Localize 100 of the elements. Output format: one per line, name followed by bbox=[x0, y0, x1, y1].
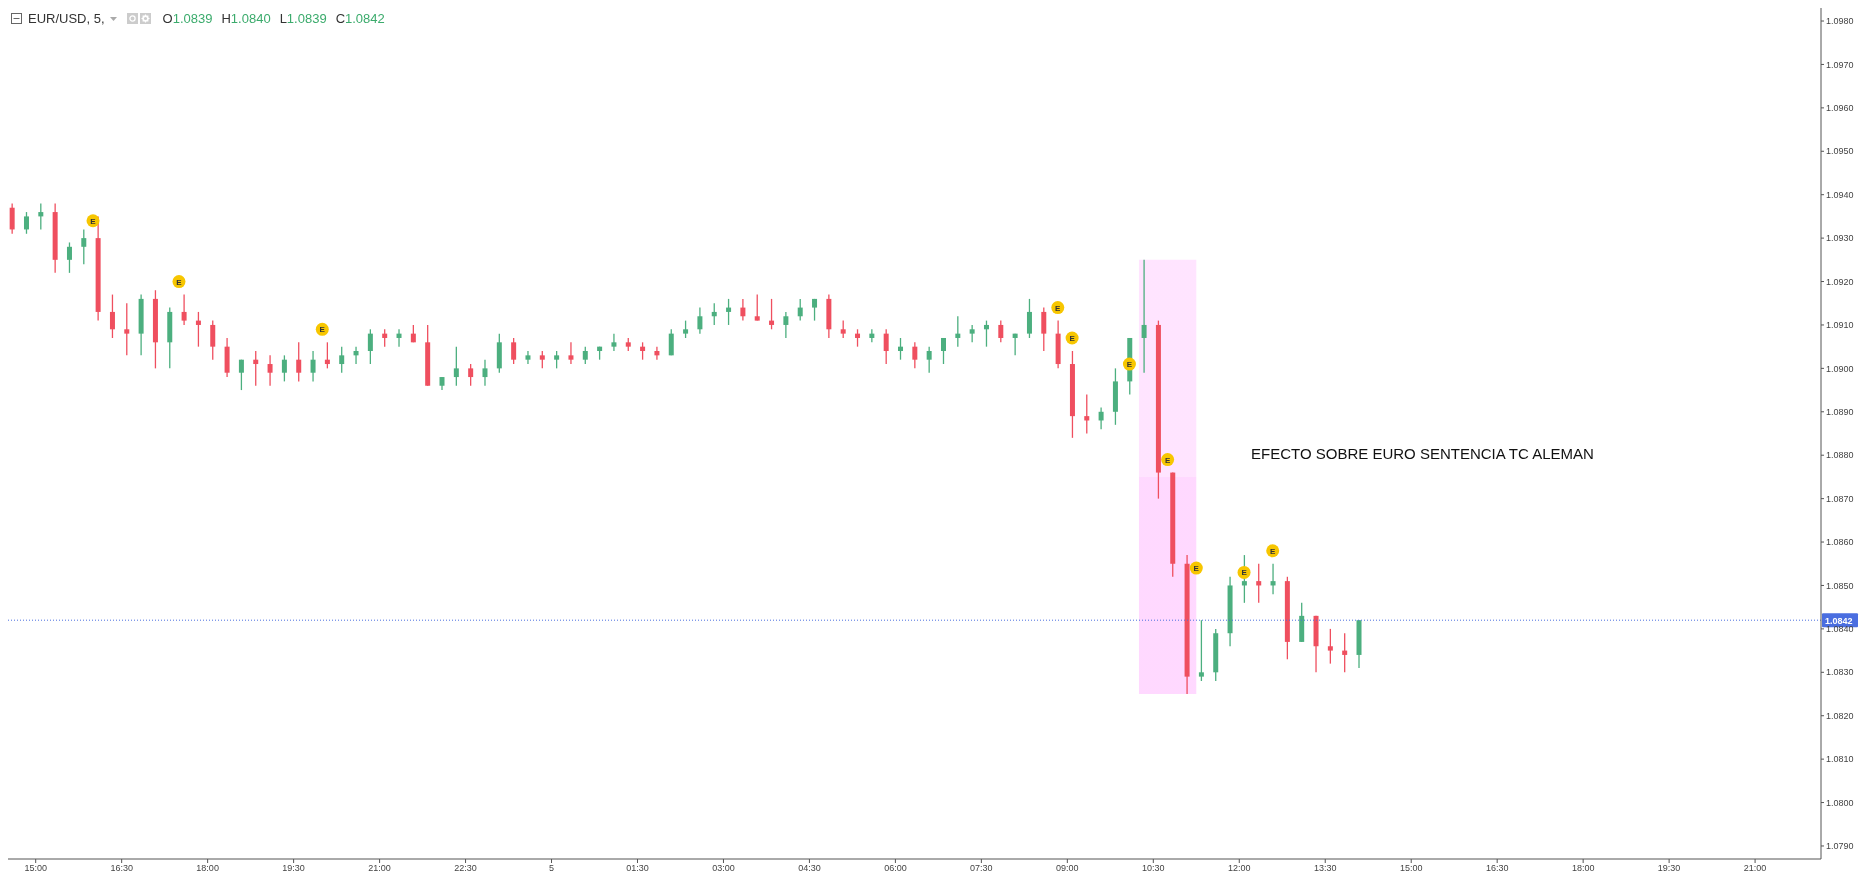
candlestick bbox=[109, 293, 115, 339]
annotation: E bbox=[1193, 564, 1200, 574]
annotation: E bbox=[1055, 303, 1062, 313]
candlestick bbox=[1026, 298, 1032, 339]
candlestick bbox=[38, 202, 44, 231]
x-tick-label: 16:30 bbox=[1485, 863, 1509, 874]
y-tick-label: 1.0930 bbox=[1826, 233, 1854, 244]
x-tick-label: 15:00 bbox=[24, 863, 47, 874]
candlestick bbox=[296, 341, 302, 383]
x-tick-label: 04:30 bbox=[798, 863, 821, 874]
candlestick bbox=[1084, 393, 1090, 435]
candlestick bbox=[324, 341, 330, 370]
candlestick bbox=[1256, 563, 1262, 604]
candlestick bbox=[969, 324, 975, 343]
candlestick bbox=[726, 298, 732, 326]
candlestick bbox=[81, 228, 87, 265]
candlestick bbox=[367, 328, 373, 365]
annotation: E bbox=[319, 325, 326, 335]
candlestick bbox=[23, 211, 29, 235]
x-tick-label: 12:00 bbox=[1228, 863, 1251, 874]
candlestick bbox=[1041, 306, 1047, 352]
annotation: E bbox=[1164, 455, 1171, 465]
candlestick bbox=[482, 359, 488, 387]
candlestick bbox=[525, 350, 531, 365]
y-tick-label: 1.0910 bbox=[1826, 320, 1854, 331]
x-tick-label: 19:30 bbox=[1657, 863, 1681, 874]
candlestick bbox=[66, 241, 72, 274]
y-tick-label: 1.0800 bbox=[1826, 797, 1854, 808]
x-tick-label: 07:30 bbox=[970, 863, 993, 874]
candlestick bbox=[797, 298, 803, 322]
candlestick bbox=[253, 350, 259, 387]
candlestick bbox=[181, 293, 187, 326]
x-tick-label: 13:30 bbox=[1313, 863, 1337, 874]
x-tick-label: 06:00 bbox=[884, 863, 907, 874]
annotation: E bbox=[1069, 333, 1076, 343]
candlestick bbox=[238, 359, 244, 391]
ref-line-label: 1.0842 bbox=[1825, 615, 1853, 626]
annotation: E bbox=[1241, 568, 1248, 578]
x-tick-label: 19:30 bbox=[282, 863, 305, 874]
candlestick bbox=[511, 337, 517, 365]
candlestick bbox=[1198, 619, 1204, 682]
candlestick bbox=[1270, 563, 1276, 595]
candlestick bbox=[353, 346, 359, 365]
y-tick-label: 1.0880 bbox=[1826, 450, 1854, 461]
candlestick bbox=[453, 346, 459, 387]
y-tick-label: 1.0950 bbox=[1826, 146, 1854, 157]
candlestick bbox=[210, 319, 216, 361]
candlestick bbox=[568, 341, 574, 365]
y-tick-label: 1.0850 bbox=[1826, 580, 1854, 591]
candlestick bbox=[668, 328, 674, 356]
candlestick bbox=[310, 350, 316, 383]
annotation: E bbox=[1270, 546, 1277, 556]
candlestick bbox=[940, 337, 946, 365]
candlestick bbox=[396, 328, 402, 348]
candlestick bbox=[769, 298, 775, 330]
candlestick bbox=[697, 306, 703, 335]
y-tick-label: 1.0970 bbox=[1826, 59, 1854, 70]
x-tick-label: 18:00 bbox=[1571, 863, 1595, 874]
candlestick bbox=[468, 363, 474, 387]
candlestick bbox=[883, 328, 889, 365]
x-tick-label: 21:00 bbox=[368, 863, 391, 874]
annotation: E bbox=[90, 216, 97, 226]
candlestick bbox=[9, 202, 15, 235]
x-tick-label: 15:00 bbox=[1399, 863, 1423, 874]
x-tick-label: 03:00 bbox=[712, 863, 735, 874]
y-tick-label: 1.0920 bbox=[1826, 276, 1854, 287]
candlestick bbox=[195, 311, 201, 348]
candlestick bbox=[955, 315, 961, 348]
x-tick-label: 22:30 bbox=[454, 863, 477, 874]
y-tick-label: 1.0830 bbox=[1826, 667, 1854, 678]
candlestick bbox=[869, 328, 875, 343]
y-tick-label: 1.0840 bbox=[1826, 624, 1854, 635]
y-tick-label: 1.0960 bbox=[1826, 103, 1854, 114]
candlestick bbox=[912, 341, 918, 370]
x-tick-label: 10:30 bbox=[1142, 863, 1165, 874]
candlestick bbox=[281, 354, 287, 383]
annotation: EFECTO SOBRE EURO SENTENCIA TC ALEMAN bbox=[1251, 445, 1594, 462]
x-tick-label: 18:00 bbox=[196, 863, 219, 874]
candlestick bbox=[1327, 628, 1333, 665]
x-tick-label: 21:00 bbox=[1743, 863, 1767, 874]
candlestick bbox=[898, 337, 904, 361]
y-tick-label: 1.0860 bbox=[1826, 537, 1854, 548]
candlestick bbox=[611, 332, 617, 352]
x-tick-label: 09:00 bbox=[1056, 863, 1079, 874]
y-tick-label: 1.0980 bbox=[1826, 16, 1854, 27]
candlestick bbox=[124, 302, 130, 356]
candlestick bbox=[1342, 632, 1348, 673]
x-tick-label: 5 bbox=[549, 863, 555, 874]
annotation: E bbox=[1126, 360, 1133, 370]
candlestick bbox=[983, 319, 989, 348]
candlestick bbox=[926, 346, 932, 374]
candlestick bbox=[1141, 259, 1147, 374]
y-tick-label: 1.0890 bbox=[1826, 406, 1854, 417]
x-tick-label: 16:30 bbox=[110, 863, 133, 874]
candlestick bbox=[711, 302, 717, 326]
candlestick bbox=[339, 346, 345, 374]
y-tick-label: 1.0790 bbox=[1826, 841, 1854, 852]
y-tick-label: 1.0900 bbox=[1826, 363, 1854, 374]
candlestick bbox=[267, 354, 273, 387]
y-tick-label: 1.0940 bbox=[1826, 189, 1854, 200]
